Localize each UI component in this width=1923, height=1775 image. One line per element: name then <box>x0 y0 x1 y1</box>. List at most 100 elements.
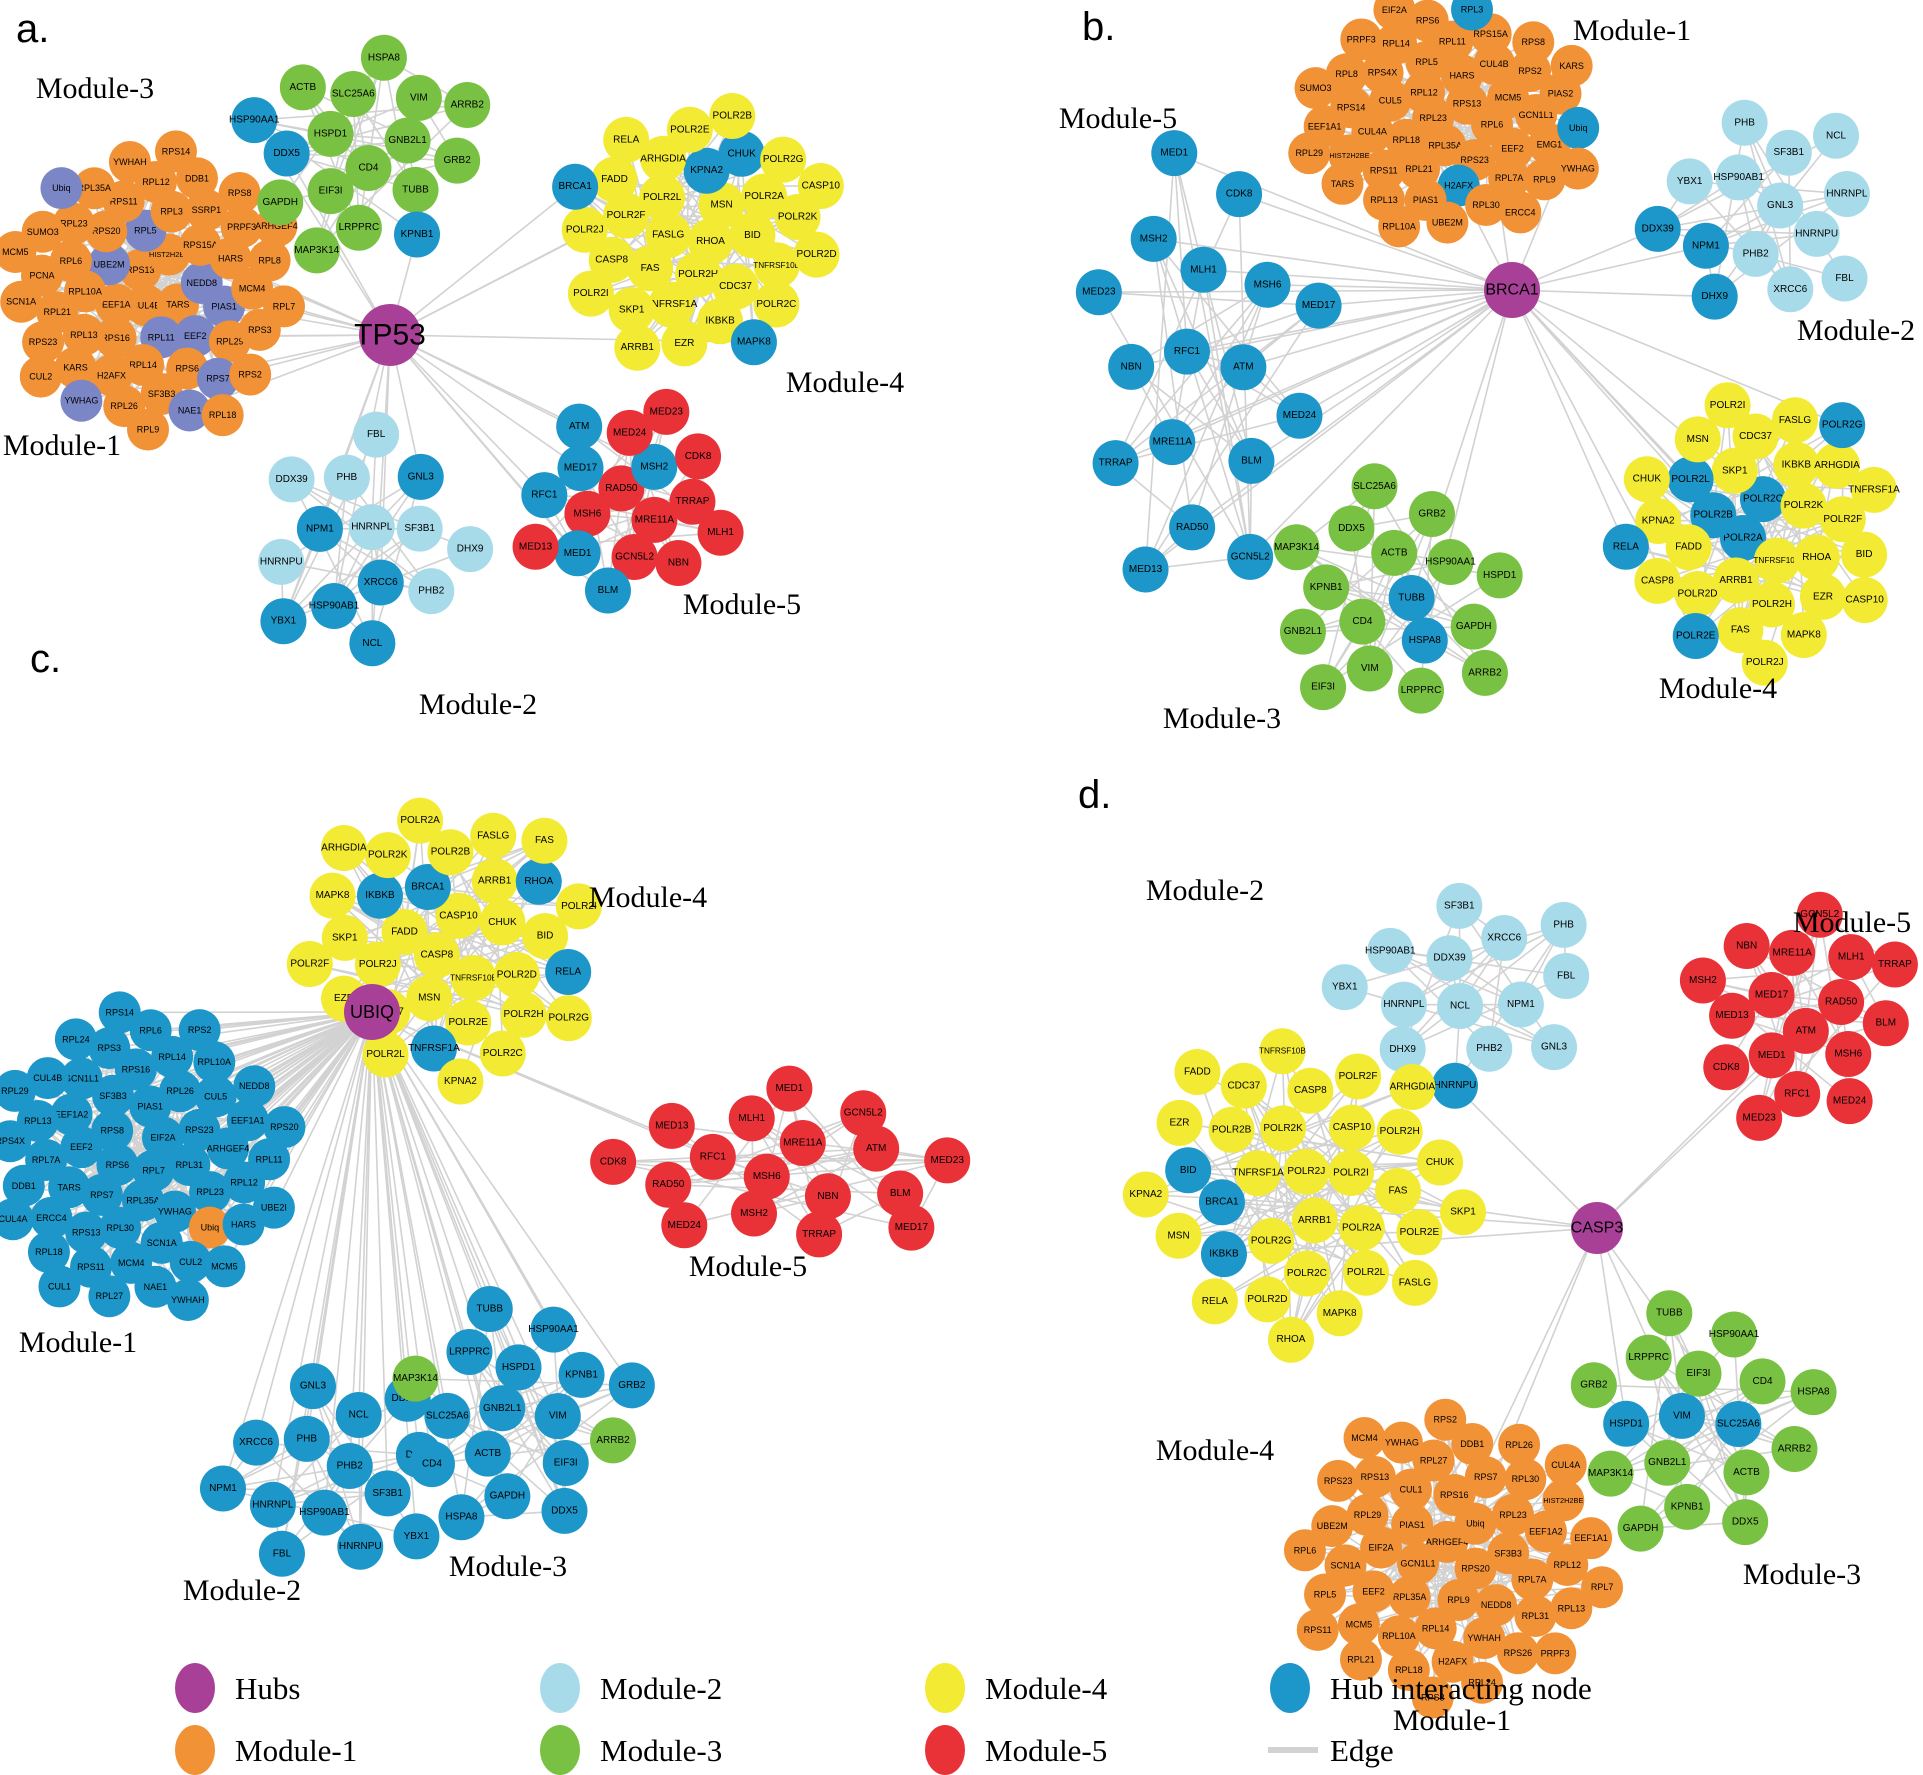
network-node[interactable]: YWHAG <box>1380 1421 1423 1464</box>
network-node[interactable]: MSH2 <box>730 1190 777 1237</box>
network-node[interactable]: CD4 <box>1739 1358 1786 1405</box>
network-node[interactable]: TNFRSF10B <box>1753 537 1801 584</box>
network-node[interactable]: HNRNPU <box>1793 210 1840 257</box>
network-node[interactable]: ARRB2 <box>1771 1426 1818 1473</box>
network-node[interactable]: MED17 <box>888 1204 935 1251</box>
network-node[interactable]: CASP10 <box>435 892 482 939</box>
network-node[interactable]: GNB2L1 <box>1279 608 1326 655</box>
network-node[interactable]: BLM <box>1862 1000 1909 1047</box>
network-node[interactable]: RAD50 <box>598 465 645 512</box>
network-node[interactable]: MLH1 <box>728 1095 775 1142</box>
network-node[interactable]: MCM5 <box>0 230 37 273</box>
network-node[interactable]: RFC1 <box>1163 328 1210 375</box>
network-node[interactable]: KPNB1 <box>1303 564 1350 611</box>
network-node[interactable]: POLR2K <box>364 832 411 879</box>
network-node[interactable]: RPL12 <box>1403 71 1446 114</box>
network-node[interactable]: POLR2C <box>753 281 800 328</box>
network-node[interactable]: MSH6 <box>564 490 611 537</box>
network-node[interactable]: RPS23 <box>1317 1459 1360 1502</box>
network-node[interactable]: CDK8 <box>1703 1044 1750 1091</box>
network-node[interactable]: RPL23 <box>1491 1493 1534 1536</box>
network-node[interactable]: ARRB1 <box>1712 557 1759 604</box>
network-node[interactable]: DDX5 <box>1722 1499 1769 1546</box>
network-node[interactable]: NEDD8 <box>233 1065 276 1108</box>
network-node[interactable]: YWHAH <box>166 1279 209 1322</box>
network-node[interactable]: NPM1 <box>1497 981 1544 1028</box>
network-node[interactable]: RPS4X <box>0 1120 32 1163</box>
network-node[interactable]: IKBKB <box>1773 441 1820 488</box>
network-node[interactable]: RELA <box>603 116 650 163</box>
network-node[interactable]: SKP1 <box>1711 447 1758 494</box>
network-node[interactable]: ATM <box>556 403 603 450</box>
network-node[interactable]: RPL12 <box>1546 1544 1589 1587</box>
network-node[interactable]: POLR2L <box>1667 456 1714 503</box>
network-node[interactable]: PHB2 <box>1732 230 1779 277</box>
network-node[interactable]: MED1 <box>1151 130 1198 177</box>
network-node[interactable]: POLR2C <box>1283 1250 1330 1297</box>
network-node[interactable]: CD4 <box>345 144 392 191</box>
network-node[interactable]: CASP10 <box>797 162 844 209</box>
network-node[interactable]: MSH6 <box>743 1153 790 1200</box>
network-node[interactable]: CHUK <box>1417 1139 1464 1186</box>
network-node[interactable]: RPL24 <box>1461 1661 1504 1704</box>
network-node[interactable]: PHB2 <box>408 568 455 615</box>
network-node[interactable]: HSP90AA1 <box>528 1306 579 1353</box>
network-node[interactable]: NEDD8 <box>1475 1584 1518 1627</box>
network-node[interactable]: RPL10A <box>193 1041 236 1084</box>
network-node[interactable]: DDX5 <box>263 130 310 177</box>
network-node[interactable]: KPNB1 <box>1664 1483 1711 1530</box>
network-node[interactable]: Ubiq <box>40 167 83 210</box>
network-node[interactable]: SCN1A <box>0 280 43 323</box>
network-node[interactable]: MED13 <box>1122 546 1169 593</box>
network-node[interactable]: POLR2B <box>1208 1106 1255 1153</box>
network-node[interactable]: RPS6 <box>1406 0 1449 42</box>
network-node[interactable]: RPL9 <box>127 408 170 451</box>
network-node[interactable]: UBE2M <box>88 243 131 286</box>
network-node[interactable]: KPNB1 <box>394 211 441 258</box>
network-node[interactable]: RPS16 <box>1433 1474 1476 1517</box>
network-node[interactable]: MSN <box>406 975 453 1022</box>
network-node[interactable]: MRE11A <box>631 496 678 543</box>
network-node[interactable]: HSP90AA1 <box>1425 538 1476 585</box>
network-node[interactable]: MAP3K14 <box>392 1355 439 1402</box>
network-node[interactable]: POLR2D <box>493 951 540 998</box>
network-node[interactable]: FASLG <box>1391 1259 1438 1306</box>
network-node[interactable]: PHB <box>283 1415 330 1462</box>
network-node[interactable]: POLR2I <box>555 883 602 930</box>
network-node[interactable]: GRB2 <box>1408 491 1455 538</box>
network-node[interactable]: HSP90AB1 <box>299 1489 350 1536</box>
network-node[interactable]: GNL3 <box>289 1363 336 1410</box>
network-node[interactable]: RPS3 <box>1411 1676 1454 1719</box>
network-node[interactable]: POLR2A <box>397 797 444 844</box>
network-node[interactable]: MED1 <box>554 530 601 577</box>
network-node[interactable]: RPL6 <box>129 1009 172 1052</box>
network-node[interactable]: MLH1 <box>1180 246 1227 293</box>
network-node[interactable]: FASLG <box>470 812 517 859</box>
network-node[interactable]: CUL4B <box>26 1057 69 1100</box>
network-node[interactable]: TUBB <box>1388 574 1435 621</box>
network-node[interactable]: TNFRSF1A <box>1848 466 1900 513</box>
network-node[interactable]: DDB1 <box>1451 1422 1494 1465</box>
network-node[interactable]: NAE1 <box>168 389 211 432</box>
network-node[interactable]: ARHGDIA <box>640 135 686 182</box>
network-node[interactable]: Ubiq <box>1557 106 1600 149</box>
network-node[interactable]: RPL30 <box>1465 184 1508 227</box>
network-node[interactable]: BRCA1 <box>404 863 451 910</box>
network-node[interactable]: MAPK8 <box>1780 612 1827 659</box>
network-node[interactable]: CUL2 <box>19 355 62 398</box>
network-node[interactable]: POLR2F <box>1819 496 1866 543</box>
network-node[interactable]: RPS7 <box>80 1173 123 1216</box>
network-node[interactable]: CD4 <box>408 1441 455 1488</box>
network-node[interactable]: NAE1 <box>134 1265 177 1308</box>
network-node[interactable]: TNFRSF1A <box>408 1025 460 1072</box>
network-node[interactable]: CUL2 <box>169 1240 212 1283</box>
network-node[interactable]: MED1 <box>1748 1032 1795 1079</box>
network-node[interactable]: PHB <box>1721 99 1768 146</box>
network-node[interactable]: BLM <box>584 567 631 614</box>
network-node[interactable]: KARS <box>54 346 97 389</box>
network-node[interactable]: MSN <box>698 182 745 229</box>
network-node[interactable]: MED23 <box>1736 1094 1783 1141</box>
network-node[interactable]: TRRAP <box>1092 440 1139 487</box>
network-node[interactable]: MED13 <box>512 523 559 570</box>
network-node[interactable]: RHOA <box>1793 534 1840 581</box>
